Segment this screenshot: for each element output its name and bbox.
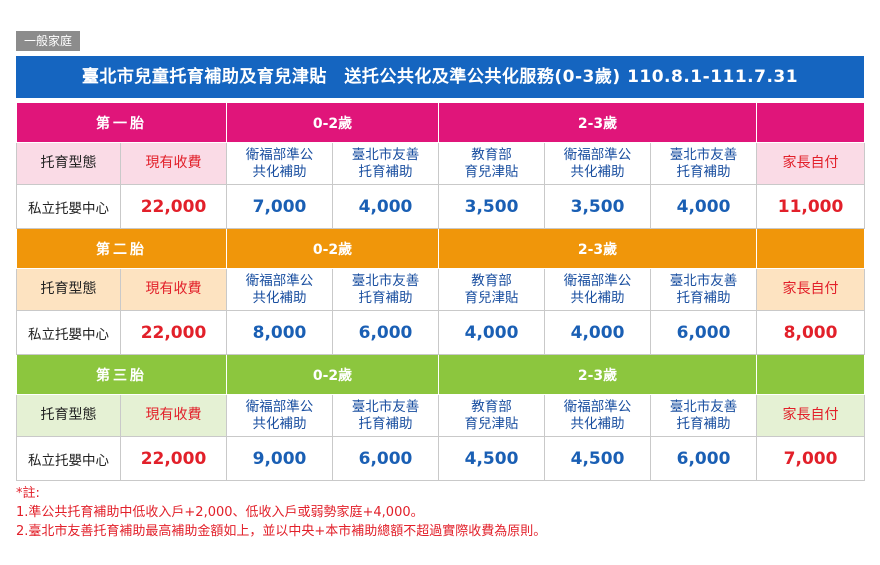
taipei-subsidy-0-2-value: 6,000: [331, 436, 440, 481]
mohw-subsidy-header: 衛福部準公 共化補助: [226, 268, 333, 311]
provider-type-cell: 私立托嬰中心: [16, 436, 121, 481]
taipei-subsidy-header: 臺北市友善 托育補助: [331, 142, 440, 185]
type-header: 托育型態: [16, 142, 121, 185]
taipei-subsidy-2-3-value: 6,000: [650, 310, 758, 355]
current-fee-header: 現有收費: [120, 394, 227, 437]
age-2-3-header: 2-3歲: [438, 102, 758, 143]
birth-order-band: 第二胎 0-2歲 2-3歲: [16, 228, 866, 269]
mohw-subsidy-header: 衛福部準公 共化補助: [226, 394, 333, 437]
current-fee-header: 現有收費: [120, 142, 227, 185]
current-fee-header: 現有收費: [120, 268, 227, 311]
column-header-row: 托育型態 現有收費 衛福部準公 共化補助 臺北市友善 托育補助 教育部 育兒津貼 衛福部準…: [16, 142, 866, 185]
taipei-subsidy-header: 臺北市友善 托育補助: [331, 268, 440, 311]
age-0-2-header: 0-2歲: [225, 228, 440, 269]
age-0-2-header: 0-2歲: [225, 354, 440, 395]
table-row: 私立托嬰中心 22,000 8,000 6,000 4,000 4,000 6,000 8,0…: [16, 310, 866, 355]
current-fee-value: 22,000: [120, 310, 227, 355]
parent-pay-header: 家長自付: [756, 142, 866, 185]
subsidy-table: 第一胎 0-2歲 2-3歲 托育型態 現有收費 衛福部準公 共化補助 臺北市友善 托育補助教…: [16, 102, 866, 481]
taipei-subsidy-header: 臺北市友善 托育補助: [650, 142, 758, 185]
birth-order-band: 第一胎 0-2歲 2-3歲: [16, 102, 866, 143]
taipei-subsidy-0-2-value: 6,000: [331, 310, 440, 355]
moe-allowance-2-3-value: 4,000: [438, 310, 546, 355]
mohw-subsidy-2-3-value: 4,500: [544, 436, 652, 481]
mohw-subsidy-header: 衛福部準公 共化補助: [226, 142, 333, 185]
notes: *註: 1.準公共托育補助中低收入戶+2,000、低收入戶或弱勢家庭+4,000…: [16, 484, 864, 541]
taipei-subsidy-header: 臺北市友善 托育補助: [331, 394, 440, 437]
table-row: 私立托嬰中心 22,000 7,000 4,000 3,500 3,500 4,000 11,…: [16, 184, 866, 229]
note-line-2: 2.臺北市友善托育補助最高補助金額如上，並以中央+本市補助總額不超過實際收費為原…: [16, 524, 547, 539]
moe-allowance-2-3-value: 4,500: [438, 436, 546, 481]
section-tag: 一般家庭: [16, 31, 81, 51]
taipei-subsidy-0-2-value: 4,000: [331, 184, 440, 229]
taipei-subsidy-header: 臺北市友善 托育補助: [650, 394, 758, 437]
age-0-2-header: 0-2歲: [225, 102, 440, 143]
current-fee-value: 22,000: [120, 436, 227, 481]
note-line-1: 1.準公共托育補助中低收入戶+2,000、低收入戶或弱勢家庭+4,000。: [16, 505, 424, 520]
provider-type-cell: 私立托嬰中心: [16, 184, 121, 229]
band-blank-cell: [756, 354, 866, 395]
column-header-row: 托育型態 現有收費 衛福部準公 共化補助 臺北市友善 托育補助 教育部 育兒津貼 衛福部準…: [16, 268, 866, 311]
moe-allowance-header: 教育部 育兒津貼: [438, 142, 546, 185]
taipei-subsidy-2-3-value: 4,000: [650, 184, 758, 229]
mohw-subsidy-0-2-value: 8,000: [226, 310, 333, 355]
age-2-3-header: 2-3歲: [438, 228, 758, 269]
provider-type-cell: 私立托嬰中心: [16, 310, 121, 355]
birth-order-label: 第一胎: [16, 102, 227, 143]
moe-allowance-2-3-value: 3,500: [438, 184, 546, 229]
moe-allowance-header: 教育部 育兒津貼: [438, 394, 546, 437]
type-header: 托育型態: [16, 268, 121, 311]
birth-order-label: 第三胎: [16, 354, 227, 395]
table-row: 私立托嬰中心 22,000 9,000 6,000 4,500 4,500 6,000 7,0…: [16, 436, 866, 481]
parent-pay-header: 家長自付: [756, 394, 866, 437]
age-2-3-header: 2-3歲: [438, 354, 758, 395]
parent-pay-value: 11,000: [756, 184, 866, 229]
taipei-subsidy-header: 臺北市友善 托育補助: [650, 268, 758, 311]
band-blank-cell: [756, 102, 866, 143]
mohw-subsidy-header: 衛福部準公 共化補助: [544, 142, 652, 185]
parent-pay-header: 家長自付: [756, 268, 866, 311]
birth-order-label: 第二胎: [16, 228, 227, 269]
mohw-subsidy-header: 衛福部準公 共化補助: [544, 268, 652, 311]
page-title: 臺北市兒童托育補助及育兒津貼 送托公共化及準公共化服務(0-3歲) 110.8.…: [16, 56, 864, 98]
parent-pay-value: 8,000: [756, 310, 866, 355]
current-fee-value: 22,000: [120, 184, 227, 229]
notes-heading: *註:: [16, 486, 40, 501]
type-header: 托育型態: [16, 394, 121, 437]
moe-allowance-header: 教育部 育兒津貼: [438, 268, 546, 311]
mohw-subsidy-0-2-value: 7,000: [226, 184, 333, 229]
birth-order-band: 第三胎 0-2歲 2-3歲: [16, 354, 866, 395]
taipei-subsidy-2-3-value: 6,000: [650, 436, 758, 481]
mohw-subsidy-2-3-value: 3,500: [544, 184, 652, 229]
band-blank-cell: [756, 228, 866, 269]
mohw-subsidy-header: 衛福部準公 共化補助: [544, 394, 652, 437]
parent-pay-value: 7,000: [756, 436, 866, 481]
mohw-subsidy-2-3-value: 4,000: [544, 310, 652, 355]
column-header-row: 托育型態 現有收費 衛福部準公 共化補助 臺北市友善 托育補助 教育部 育兒津貼 衛福部準…: [16, 394, 866, 437]
mohw-subsidy-0-2-value: 9,000: [226, 436, 333, 481]
